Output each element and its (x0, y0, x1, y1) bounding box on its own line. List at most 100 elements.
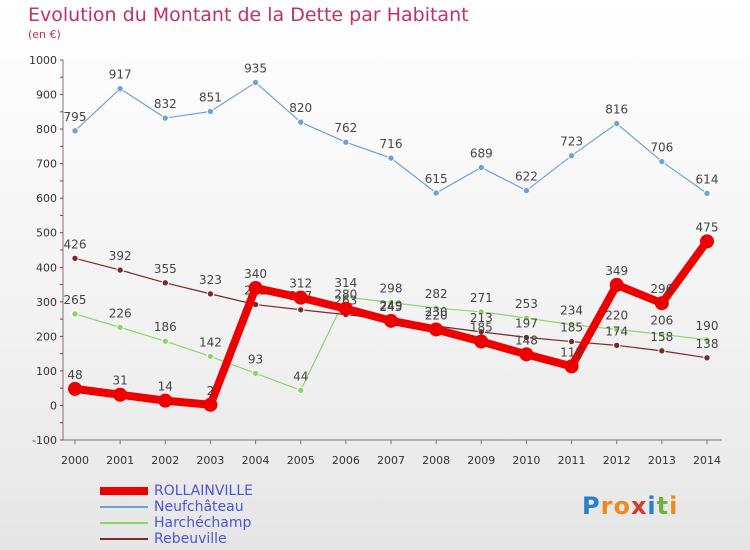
data-label-rollainville: 148 (515, 333, 538, 347)
y-tick-label: 100 (36, 365, 57, 378)
chart-title: Evolution du Montant de la Dette par Hab… (28, 4, 469, 26)
y-tick-label: 700 (36, 158, 57, 171)
data-label-harch-champ: 142 (199, 335, 222, 349)
x-tick-label: 2011 (558, 454, 586, 467)
data-point-neufch-teau (432, 189, 440, 197)
data-point-harch-champ (522, 314, 531, 322)
data-label-neufch-teau: 723 (560, 135, 583, 149)
data-point-harch-champ (161, 337, 169, 345)
data-point-harch-champ (297, 386, 305, 394)
data-label-neufch-teau: 795 (64, 110, 87, 124)
data-label-rollainville: 475 (696, 220, 719, 234)
chart-legend: ROLLAINVILLE Neufchâteau Harchéchamp Rebeuv… (100, 483, 253, 547)
data-label-harch-champ: 190 (696, 319, 719, 333)
data-label-rollainville: 349 (605, 264, 628, 278)
data-point-neufch-teau (477, 163, 485, 172)
logo-letter: r (600, 492, 614, 520)
data-point-rebeuville (161, 279, 169, 287)
legend-swatch (100, 506, 148, 508)
data-label-neufch-teau: 615 (425, 172, 448, 186)
data-label-neufch-teau: 762 (334, 121, 357, 135)
data-point-neufch-teau (567, 151, 576, 160)
data-label-neufch-teau: 816 (605, 103, 628, 117)
data-label-rebeuville: 158 (650, 330, 673, 344)
legend-label: Harchéchamp (154, 515, 252, 531)
data-label-rollainville: 220 (425, 308, 448, 322)
x-tick-label: 2004 (242, 454, 270, 467)
legend-label: ROLLAINVILLE (154, 483, 253, 499)
data-point-rebeuville (613, 341, 621, 350)
data-point-rebeuville (206, 290, 215, 298)
y-tick-label: 800 (36, 123, 57, 136)
data-point-rollainville (519, 347, 534, 362)
data-label-rebeuville: 426 (64, 237, 87, 251)
legend-item-rollainville: ROLLAINVILLE (100, 483, 253, 499)
data-label-rollainville: 185 (470, 321, 493, 335)
data-label-neufch-teau: 820 (289, 101, 312, 115)
data-label-neufch-teau: 832 (154, 97, 177, 111)
data-point-rollainville (700, 234, 714, 249)
x-tick-label: 2007 (377, 454, 405, 467)
legend-swatch (100, 487, 148, 495)
logo-letter: i (669, 492, 679, 520)
x-tick-label: 2008 (422, 454, 450, 467)
legend-swatch (100, 538, 148, 540)
legend-label: Neufchâteau (154, 499, 244, 515)
data-point-harch-champ (251, 369, 260, 378)
data-label-harch-champ: 265 (64, 293, 87, 307)
x-tick-label: 2000 (61, 454, 89, 467)
data-point-harch-champ (477, 308, 485, 316)
data-point-rebeuville (116, 266, 124, 274)
data-label-rebeuville: 138 (696, 337, 719, 351)
data-label-harch-champ: 282 (425, 287, 448, 301)
data-label-rollainville: 113 (560, 345, 583, 359)
legend-swatch (100, 522, 148, 524)
data-point-rollainville (293, 290, 308, 305)
data-point-neufch-teau (71, 127, 79, 135)
data-label-harch-champ: 206 (650, 313, 673, 327)
data-label-rollainville: 2 (207, 384, 215, 398)
data-label-harch-champ: 234 (560, 304, 583, 318)
data-point-neufch-teau (387, 154, 395, 162)
data-point-harch-champ (342, 293, 350, 301)
data-label-rollainville: 280 (334, 288, 357, 302)
data-point-rollainville (203, 397, 218, 412)
data-label-rebeuville: 392 (109, 249, 132, 263)
y-tick-label: 0 (50, 399, 57, 412)
data-label-rollainville: 31 (113, 374, 128, 388)
chart-subtitle: (en €) (28, 28, 61, 41)
y-tick-label: 1000 (29, 54, 57, 67)
data-point-rollainville (564, 359, 579, 374)
y-tick-label: 900 (36, 89, 57, 102)
data-point-harch-champ (116, 323, 124, 332)
data-label-rebeuville: 323 (199, 273, 222, 287)
data-label-harch-champ: 253 (515, 297, 538, 311)
data-label-harch-champ: 220 (605, 308, 628, 322)
data-label-harch-champ: 226 (109, 306, 132, 320)
y-tick-label: -100 (32, 434, 57, 447)
logo-letter: P (582, 492, 601, 520)
x-tick-label: 2012 (603, 454, 631, 467)
logo-letter: i (647, 492, 657, 520)
data-label-rebeuville: 197 (515, 316, 538, 330)
data-point-neufch-teau (658, 157, 666, 166)
data-point-rebeuville (297, 306, 305, 314)
x-tick-label: 2002 (151, 454, 179, 467)
y-tick-label: 600 (36, 192, 57, 205)
data-point-neufch-teau (116, 84, 124, 93)
data-point-neufch-teau (161, 114, 169, 122)
data-label-harch-champ: 44 (293, 369, 308, 383)
x-tick-label: 2003 (196, 454, 224, 467)
legend-item-neufch-teau: Neufchâteau (100, 499, 253, 515)
data-point-rollainville (338, 301, 353, 316)
data-point-harch-champ (206, 352, 215, 361)
data-label-harch-champ: 298 (380, 282, 403, 296)
data-label-neufch-teau: 716 (380, 137, 403, 151)
data-point-harch-champ (703, 336, 711, 344)
data-point-neufch-teau (613, 119, 621, 128)
data-point-rollainville (248, 281, 263, 295)
data-point-harch-champ (658, 330, 666, 338)
data-point-neufch-teau (206, 107, 215, 116)
data-label-rebeuville: 213 (470, 311, 493, 325)
